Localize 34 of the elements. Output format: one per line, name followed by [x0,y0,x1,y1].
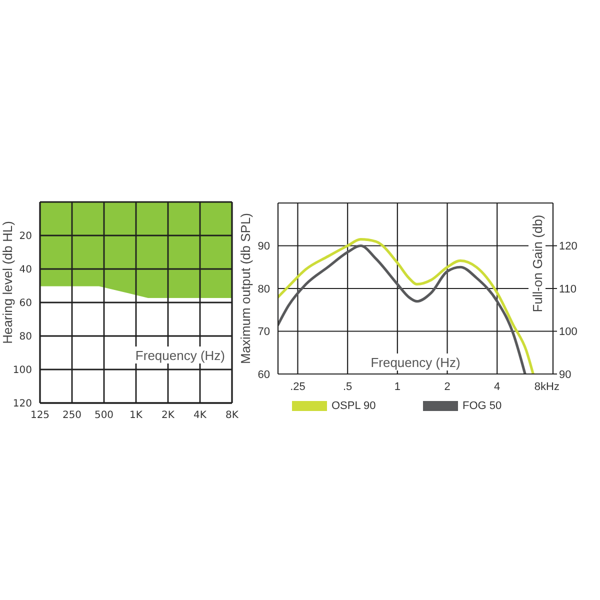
legend-label: FOG 50 [462,400,502,412]
x-tick-label: .25 [290,380,306,393]
y-tick-label: 80 [258,283,270,296]
y-tick-label: 70 [258,326,270,338]
y2-axis-title: Full-on Gain (db) [530,214,544,312]
y2-tick-label: 120 [559,240,578,253]
x-tick-label: 1K [130,410,143,422]
y2-tick-label: 110 [559,283,577,296]
x-axis-title: Frequency (Hz) [370,354,460,370]
y-axis-title: Maximum output (db SPL) [238,212,252,364]
x-tick-label: 2K [162,410,175,422]
x-tick-label: 250 [62,410,82,422]
y-tick-label: 100 [12,365,32,376]
y-tick-label: 120 [12,398,32,410]
x-tick-label: 8kHz [534,380,560,393]
y-tick-label: 20 [19,231,32,242]
y-tick-label: 40 [19,264,32,276]
x-tick-label: 2 [444,380,450,393]
x-tick-label: 125 [30,410,50,422]
x-tick-label: 1 [394,380,400,393]
x-tick-label: 4 [494,380,500,393]
y-axis-title: Hearing level (db HL) [0,221,14,344]
x-tick-label: .5 [342,380,352,393]
y-tick-label: 60 [258,368,270,381]
y2-tick-label: 100 [559,326,578,338]
y-tick-label: 90 [258,240,270,253]
x-tick-label: 4K [194,410,207,422]
y-tick-label: 80 [19,332,32,343]
x-tick-label: 8K [226,410,239,422]
y2-tick-label: 90 [559,368,572,381]
x-axis-title: Frequency (Hz) [135,348,225,362]
x-tick-label: 500 [94,410,114,422]
y-tick-label: 60 [19,298,32,310]
legend-label: OSPL 90 [332,400,376,412]
